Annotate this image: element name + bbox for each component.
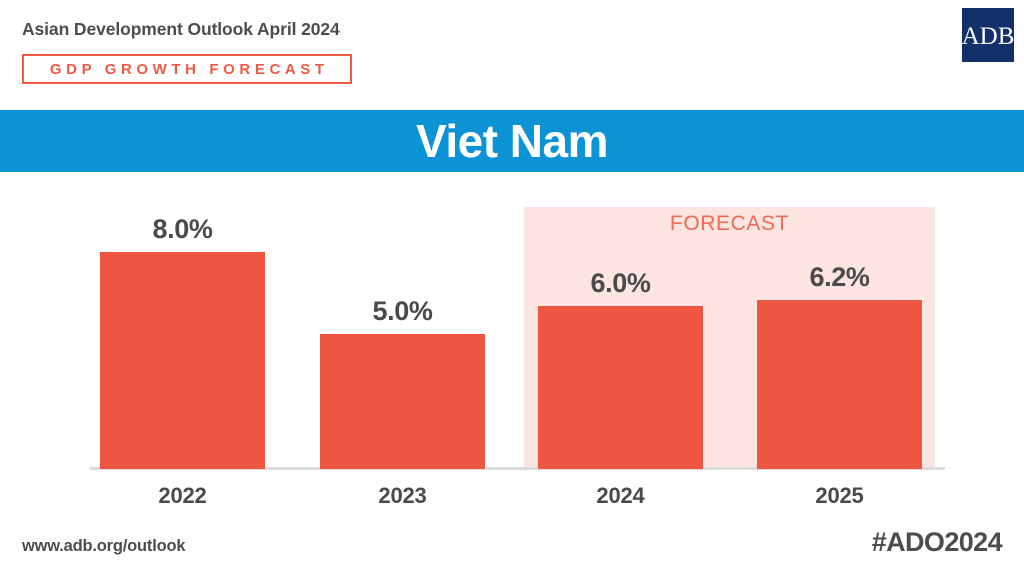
country-banner: Viet Nam — [0, 110, 1024, 172]
page-title: Asian Development Outlook April 2024 — [22, 19, 340, 39]
bar-value-label: 6.0% — [590, 268, 651, 298]
bar-value-label: 8.0% — [152, 214, 213, 244]
bar-column-2025: 6.2% — [757, 262, 922, 469]
adb-logo: ADB — [962, 8, 1014, 62]
header: Asian Development Outlook April 2024 GDP… — [0, 0, 1024, 110]
gdp-growth-forecast-badge: GDP GROWTH FORECAST — [22, 54, 352, 84]
adb-logo-text: ADB — [961, 22, 1015, 50]
x-axis-line — [90, 467, 945, 470]
badge-label: GDP GROWTH FORECAST — [49, 60, 329, 78]
bar-value-label: 5.0% — [372, 296, 433, 326]
footer-url[interactable]: www.adb.org/outlook — [22, 537, 186, 555]
category-label: 2024 — [596, 483, 645, 508]
forecast-label: FORECAST — [669, 212, 790, 235]
category-label: 2023 — [378, 483, 427, 508]
footer: www.adb.org/outlook #ADO2024 — [0, 518, 1024, 576]
bar — [100, 252, 265, 469]
bar — [757, 300, 922, 469]
country-name: Viet Nam — [415, 115, 609, 167]
bar-column-2024: 6.0% — [538, 268, 703, 469]
bar-chart: FORECAST 8.0% 2022 5.0% 2023 6.0% 2024 6… — [0, 172, 1024, 518]
bar-column-2023: 5.0% — [320, 296, 485, 469]
footer-hashtag: #ADO2024 — [871, 527, 1003, 557]
bar — [538, 306, 703, 469]
category-label: 2022 — [158, 483, 207, 508]
bar-column-2022: 8.0% — [100, 214, 265, 469]
bar-value-label: 6.2% — [809, 262, 870, 292]
bar — [320, 334, 485, 469]
category-label: 2025 — [815, 483, 864, 508]
